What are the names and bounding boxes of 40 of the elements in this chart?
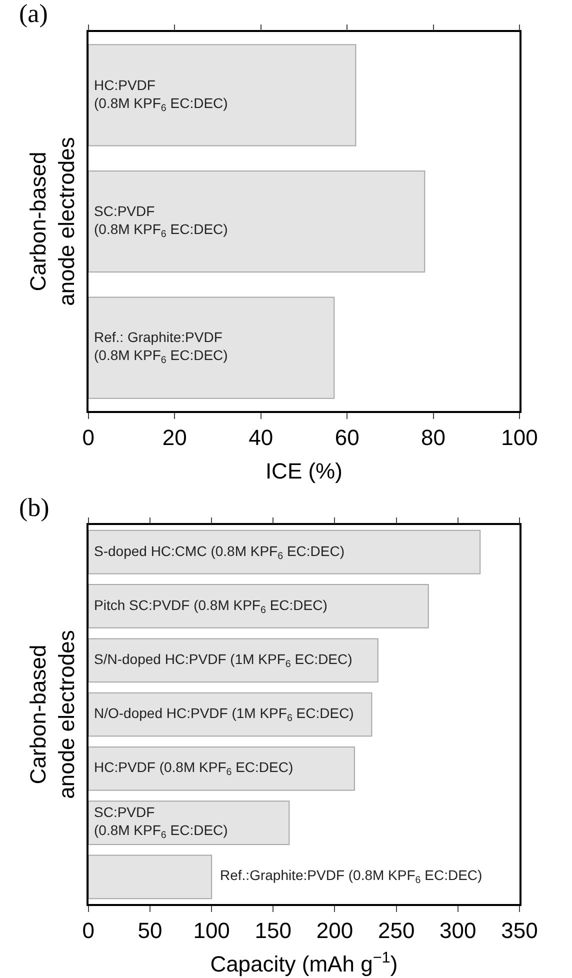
x-tick-label: 40	[248, 425, 274, 450]
bar	[88, 44, 356, 146]
chart-title: (b)	[19, 493, 50, 522]
category-label: HC:PVDF (0.8M KPF$_{6}$ EC:DEC)	[94, 77, 228, 114]
category-label: SC:PVDF (0.8M KPF$_{6}$ EC:DEC)	[94, 804, 228, 842]
category-label: HC:PVDF (0.8M KPF$_{6}$ EC:DEC)	[94, 759, 294, 778]
x-tick-label: 300	[440, 918, 476, 944]
x-axis-title: ICE (%)	[265, 458, 342, 484]
x-tick-label: 100	[501, 425, 538, 450]
x-tick-label: 20	[162, 425, 187, 450]
category-label: S/N-doped HC:PVDF (1M KPF$_{6}$ EC:DEC)	[94, 651, 352, 670]
bar	[88, 854, 212, 900]
category-label: Ref.:Graphite:PVDF (0.8M KPF$_{6}$ EC:DEC)	[220, 867, 482, 886]
bar	[88, 800, 290, 845]
category-label: SC:PVDF (0.8M KPF$_{6}$ EC:DEC)	[94, 203, 228, 240]
x-tick-label: 0	[82, 918, 95, 944]
category-label: S-doped HC:CMC (0.8M KPF$_{6}$ EC:DEC)	[94, 543, 345, 562]
y-axis-title: Carbon-based anode electrodes	[25, 137, 79, 306]
category-label: N/O-doped HC:PVDF (1M KPF$_{6}$ EC:DEC)	[94, 705, 354, 724]
x-tick-label: 250	[378, 918, 415, 944]
x-tick-label: 60	[334, 425, 360, 450]
bar	[88, 296, 335, 399]
bar	[88, 692, 372, 737]
x-tick-label: 0	[82, 425, 95, 450]
x-tick-label: 80	[421, 425, 446, 450]
category-label: Ref.: Graphite:PVDF (0.8M KPF$_{6}$ EC:DEC)	[94, 329, 228, 366]
bar	[88, 584, 429, 628]
bar	[88, 530, 481, 574]
bar	[88, 746, 355, 791]
x-axis-title: Capacity (mAh g$^{−1}$)	[210, 949, 398, 977]
x-tick-label: 100	[193, 918, 230, 944]
x-tick-label: 350	[501, 918, 538, 944]
x-tick-label: 150	[254, 918, 292, 944]
chart-title: (a)	[19, 0, 48, 28]
category-label: Pitch SC:PVDF (0.8M KPF$_{6}$ EC:DEC)	[94, 597, 328, 616]
x-tick-label: 200	[316, 918, 354, 944]
bar	[88, 638, 378, 683]
x-tick-label: 50	[138, 918, 162, 944]
bar	[88, 170, 426, 273]
y-axis-title: Carbon-based anode electrodes	[25, 630, 79, 799]
